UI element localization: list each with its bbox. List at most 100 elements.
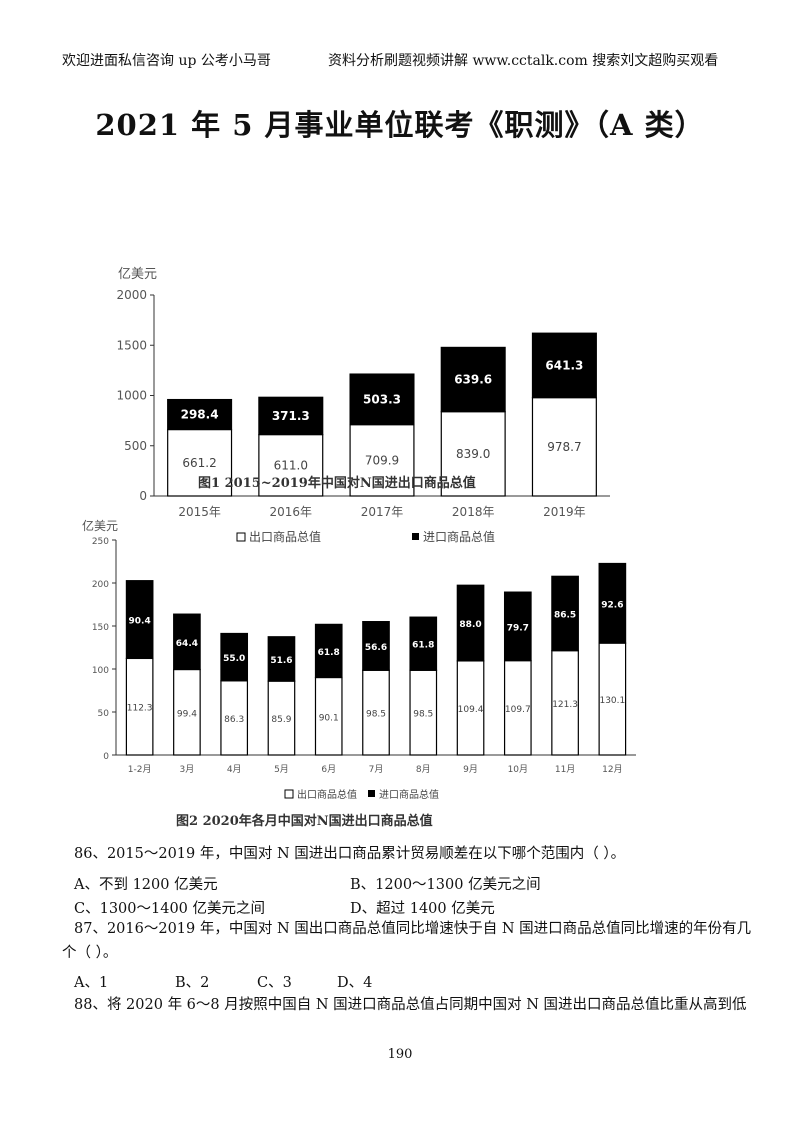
chart2-data-label-export: 112.3 (127, 704, 153, 714)
question-87-option-c: C、3 (257, 975, 292, 991)
chart2-data-label-export: 130.1 (599, 696, 625, 706)
chart2-bar-export (173, 668, 201, 756)
chart2-data-label-export: 109.7 (505, 705, 531, 715)
chart2-bar-import (173, 613, 201, 671)
chart2-data-label-export: 99.4 (177, 709, 197, 719)
chart2-data-label-import: 86.5 (554, 610, 576, 620)
chart2-y-tick-label: 50 (98, 709, 110, 719)
chart1-bar-import (349, 373, 415, 426)
chart2-legend-swatch-export (284, 789, 294, 799)
chart1-bar-import (258, 396, 324, 436)
chart2-legend-swatch-import (368, 790, 375, 797)
page-number: 190 (387, 1047, 413, 1062)
chart2-y-tick-label: 100 (92, 666, 109, 676)
chart2-x-tick-label: 7月 (369, 764, 384, 775)
chart1-data-label-export: 661.2 (182, 456, 216, 470)
chart1-data-label-import: 503.3 (363, 392, 401, 406)
chart2-bar-import (551, 575, 579, 652)
chart1-data-label-import: 298.4 (181, 408, 219, 422)
chart2-data-label-export: 90.1 (319, 713, 339, 723)
chart1-y-tick-label: 2000 (116, 288, 147, 302)
chart2-data-label-import: 90.4 (129, 617, 151, 627)
chart2-data-label-import: 61.8 (412, 641, 434, 651)
chart2-bar-export (125, 657, 154, 756)
chart1-x-tick-label: 2016年 (270, 505, 313, 519)
chart2-bar-import (220, 632, 249, 682)
chart2-data-label-export: 98.5 (366, 710, 386, 720)
chart1-x-tick-label: 2015年 (178, 505, 221, 519)
question-88-stem: 88、将 2020 年 6～8 月按照中国自 N 国进口商品总值占同期中国对 N… (74, 997, 747, 1013)
chart1-legend-label-import: 进口商品总值 (423, 529, 495, 544)
chart2-data-label-export: 98.5 (413, 710, 433, 720)
chart2-x-tick-label: 12月 (602, 764, 622, 775)
chart2-x-tick-label: 6月 (321, 764, 336, 775)
chart1-legend-label-export: 出口商品总值 (249, 529, 321, 544)
chart2-x-tick-label: 11月 (555, 764, 575, 775)
chart1-x-tick-label: 2019年 (543, 505, 586, 519)
chart2-bar-import (125, 580, 154, 660)
chart2-data-label-import: 64.4 (176, 639, 198, 649)
question-86-option-d: D、超过 1400 亿美元 (350, 901, 495, 917)
chart2-y-tick-label: 0 (103, 752, 109, 762)
chart2-bar-export (456, 660, 485, 756)
chart2-bar-import (456, 584, 485, 662)
chart1-x-tick-label: 2018年 (452, 505, 495, 519)
chart2-data-label-import: 56.6 (365, 643, 387, 653)
chart2-data-label-import: 51.6 (270, 656, 292, 666)
chart2-data-label-export: 121.3 (552, 700, 578, 710)
chart1-data-label-export: 709.9 (365, 453, 399, 467)
question-87-stem-line1: 87、2016～2019 年，中国对 N 国出口商品总值同比增速快于自 N 国进… (74, 921, 752, 937)
chart1-bar-export (440, 411, 506, 497)
chart1-legend-swatch-import (412, 533, 419, 540)
chart2-x-tick-label: 10月 (508, 764, 528, 775)
chart2-y-tick-label: 150 (92, 623, 109, 633)
chart2-bar-export (551, 650, 579, 756)
chart1-data-label-import: 641.3 (545, 358, 583, 372)
chart1-y-tick-label: 1000 (116, 389, 147, 403)
chart-2-caption: 图2 2020年各月中国对N国进出口商品总值 (176, 814, 433, 829)
chart2-data-label-import: 61.8 (318, 648, 340, 658)
chart2-data-label-export: 86.3 (224, 715, 244, 725)
chart2-bar-import (314, 623, 343, 679)
chart2-bar-export (267, 680, 296, 756)
chart2-y-tick-label: 200 (92, 580, 109, 590)
chart2-data-label-import: 92.6 (601, 600, 623, 610)
header-right: 资料分析刷题视频讲解 www.cctalk.com 搜索刘文超购买观看 (328, 53, 719, 69)
question-87-option-b: B、2 (175, 975, 210, 991)
chart2-x-tick-label: 9月 (463, 764, 478, 775)
chart2-bar-import (409, 616, 438, 671)
chart2-bar-export (503, 660, 532, 756)
chart2-data-label-import: 55.0 (223, 654, 245, 664)
chart2-bar-import (362, 621, 390, 671)
chart1-x-tick-label: 2017年 (361, 505, 404, 519)
question-87-option-a: A、1 (74, 975, 109, 991)
chart2-data-label-import: 88.0 (459, 620, 481, 630)
chart1-y-tick-label: 1500 (116, 338, 147, 352)
chart1-data-label-export: 611.0 (274, 458, 308, 472)
page-title: 2021 年 5 月事业单位联考《职测》（A 类） (95, 108, 705, 142)
chart2-bar-export (362, 669, 390, 756)
chart1-y-unit-label: 亿美元 (118, 267, 157, 282)
chart1-data-label-import: 639.6 (454, 373, 492, 387)
chart2-x-tick-label: 3月 (180, 764, 195, 775)
header-left: 欢迎进面私信咨询 up 公考小马哥 (62, 53, 271, 69)
chart1-bar-export (531, 397, 597, 497)
chart1-y-tick-label: 500 (124, 439, 147, 453)
chart1-data-label-import: 371.3 (272, 409, 310, 423)
chart2-data-label-export: 85.9 (271, 715, 291, 725)
question-86-stem: 86、2015～2019 年，中国对 N 国进出口商品累计贸易顺差在以下哪个范围… (74, 846, 626, 862)
chart2-legend-label-export: 出口商品总值 (297, 788, 357, 801)
chart2-y-tick-label: 250 (92, 537, 109, 547)
chart2-x-tick-label: 8月 (416, 764, 431, 775)
question-86-option-c: C、1300～1400 亿美元之间 (74, 901, 266, 917)
chart2-x-tick-label: 5月 (274, 764, 289, 775)
chart-1: 亿美元 0 500 1000 1500 2000 661.2 298.4 2015年 611.0 3… (116, 267, 610, 544)
chart1-data-label-export: 978.7 (547, 440, 581, 454)
chart1-y-tick-label: 0 (139, 489, 147, 503)
chart2-y-unit-label: 亿美元 (82, 518, 118, 533)
chart1-data-label-export: 839.0 (456, 447, 490, 461)
chart2-x-tick-label: 4月 (227, 764, 242, 775)
chart2-data-label-import: 79.7 (507, 623, 529, 633)
chart1-bar-import (167, 398, 233, 431)
question-87-option-d: D、4 (337, 975, 373, 991)
